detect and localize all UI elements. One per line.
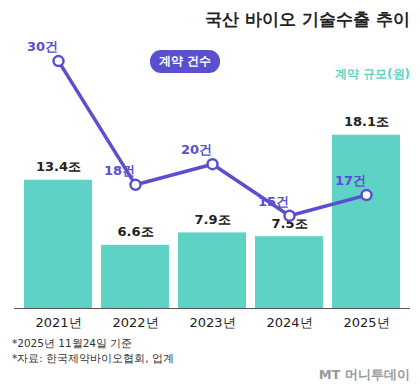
svg-text:18건: 18건 [104,163,135,178]
svg-text:2023년: 2023년 [189,315,235,330]
svg-text:18.1조: 18.1조 [344,114,389,129]
svg-text:13.4조: 13.4조 [36,159,81,174]
svg-text:15건: 15건 [258,194,289,209]
svg-text:6.6조: 6.6조 [117,224,153,239]
svg-text:2021년: 2021년 [35,315,81,330]
html-text:MT 머니투데이: MT 머니투데이 [318,367,410,382]
html-text:*자료: 한국제약바이오협회, 업계: *자료: 한국제약바이오협회, 업계 [12,352,174,364]
html-text:국산 바이오 기술수출 추이: 국산 바이오 기술수출 추이 [205,9,410,29]
svg-text:30건: 30건 [27,39,58,54]
svg-text:2022년: 2022년 [112,315,158,330]
svg-text:2025년: 2025년 [343,315,389,330]
svg-text:7.5조: 7.5조 [271,215,308,231]
html-text:계약 건수: 계약 건수 [159,54,212,68]
html-text:*2025년 11월24일 기준: *2025년 11월24일 기준 [12,337,133,349]
svg-text:17건: 17건 [335,173,366,188]
html-text:계약 규모(원): 계약 규모(원) [334,67,410,81]
svg-text:7.9조: 7.9조 [194,212,230,227]
svg-text:2024년: 2024년 [266,315,312,330]
svg-text:20건: 20건 [181,142,212,157]
